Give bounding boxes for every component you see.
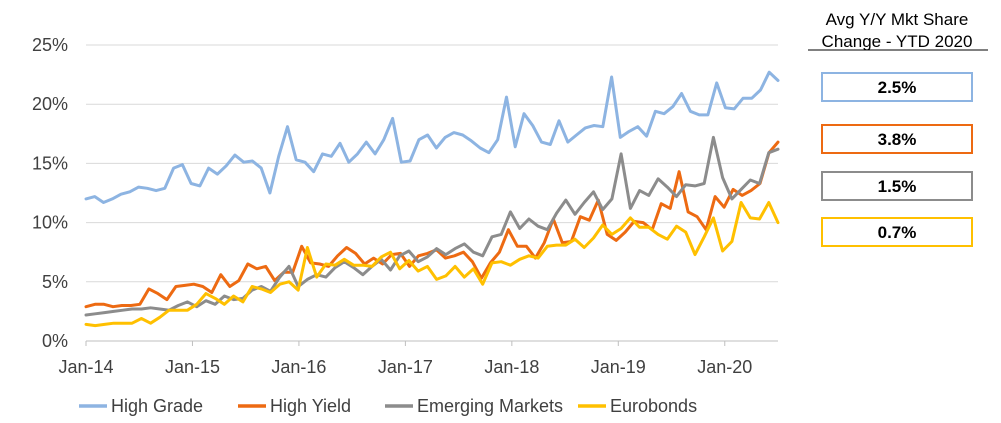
side-panel-title-line2: Change - YTD 2020	[822, 32, 973, 51]
side-box-border	[821, 217, 973, 247]
y-axis: 0% 5% 10% 15% 20% 25%	[32, 35, 68, 351]
x-tick-label: Jan-17	[378, 357, 433, 377]
legend-label: High Yield	[270, 396, 351, 416]
x-tick-label: Jan-14	[58, 357, 113, 377]
legend-label: Emerging Markets	[417, 396, 563, 416]
legend-item-eurobonds: Eurobonds	[578, 396, 697, 416]
x-axis: Jan-14 Jan-15 Jan-16 Jan-17 Jan-18 Jan-19 Jan-…	[58, 340, 778, 377]
side-box-border	[821, 72, 973, 102]
y-tick-label: 10%	[32, 213, 68, 233]
side-box-border	[821, 124, 973, 154]
y-tick-label: 5%	[42, 272, 68, 292]
side-panel-title-line1: Avg Y/Y Mkt Share	[826, 10, 969, 29]
legend-item-emerging-markets: Emerging Markets	[385, 396, 563, 416]
side-box-value: 2.5%	[878, 78, 917, 97]
y-tick-label: 25%	[32, 35, 68, 55]
series-lines	[84, 70, 780, 328]
y-tick-label: 20%	[32, 94, 68, 114]
series-line-emerging-markets	[84, 135, 780, 317]
x-tick-label: Jan-15	[165, 357, 220, 377]
legend-label: Eurobonds	[610, 396, 697, 416]
legend-item-high-yield: High Yield	[238, 396, 351, 416]
x-tick-label: Jan-16	[271, 357, 326, 377]
legend: High Grade High Yield Emerging Markets Euro…	[79, 396, 697, 416]
side-box-high-yield: 3.8%	[821, 124, 973, 154]
side-panel-boxes: 2.5% 3.8% 1.5% 0.7%	[821, 72, 973, 247]
y-tick-label: 15%	[32, 153, 68, 173]
side-panel: Avg Y/Y Mkt Share Change - YTD 2020 2.5%…	[808, 10, 988, 247]
side-box-emerging-markets: 1.5%	[821, 171, 973, 201]
x-tick-label: Jan-19	[591, 357, 646, 377]
x-tick-label: Jan-18	[484, 357, 539, 377]
series-line-eurobonds	[84, 201, 780, 328]
legend-label: High Grade	[111, 396, 203, 416]
side-box-border	[821, 171, 973, 201]
side-box-value: 3.8%	[878, 130, 917, 149]
x-tick-label: Jan-20	[697, 357, 752, 377]
side-box-eurobonds: 0.7%	[821, 217, 973, 247]
y-tick-label: 0%	[42, 331, 68, 351]
series-line-high-grade	[84, 70, 780, 204]
side-box-value: 1.5%	[878, 177, 917, 196]
side-box-value: 0.7%	[878, 223, 917, 242]
side-box-high-grade: 2.5%	[821, 72, 973, 102]
legend-item-high-grade: High Grade	[79, 396, 203, 416]
